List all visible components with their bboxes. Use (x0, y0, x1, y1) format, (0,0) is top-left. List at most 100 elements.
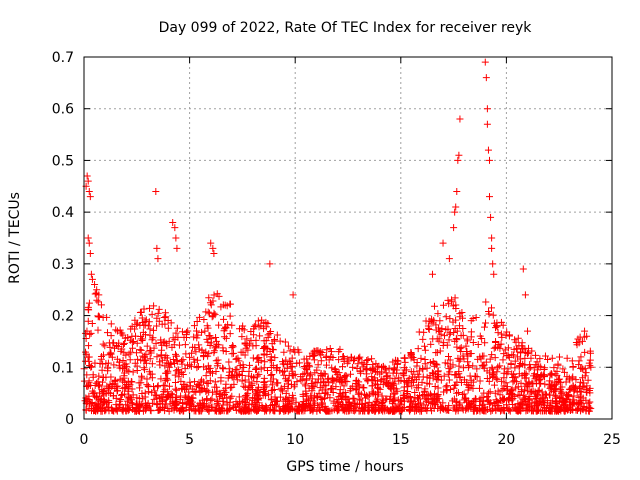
data-point (425, 324, 433, 332)
data-point (320, 370, 328, 378)
data-point (120, 339, 128, 347)
data-point (85, 342, 93, 350)
data-point (262, 318, 270, 326)
data-point (320, 394, 328, 402)
data-point (86, 382, 94, 390)
data-point (307, 401, 315, 409)
data-point (230, 380, 238, 388)
data-point (430, 302, 438, 310)
data-point-outlier (91, 281, 99, 289)
data-point (225, 358, 233, 366)
data-point (133, 362, 141, 370)
data-point (140, 364, 148, 372)
data-point (112, 406, 120, 414)
data-point (252, 401, 260, 409)
data-point (288, 367, 296, 375)
data-point (266, 356, 274, 364)
data-point (324, 391, 332, 399)
data-point (486, 355, 494, 363)
data-point-outlier (581, 327, 589, 335)
data-point (194, 363, 202, 371)
data-point (383, 395, 391, 403)
data-point (368, 355, 376, 363)
data-point (190, 388, 198, 396)
data-point (290, 346, 298, 354)
data-point (425, 399, 433, 407)
data-point (91, 290, 99, 298)
data-point (500, 374, 508, 382)
data-point (138, 337, 146, 345)
data-point (429, 357, 437, 365)
data-point (316, 406, 324, 414)
data-point (520, 391, 528, 399)
data-point (397, 376, 405, 384)
data-point (107, 332, 115, 340)
data-point (416, 407, 424, 415)
data-point (335, 369, 343, 377)
data-point (568, 357, 576, 365)
data-point (255, 370, 263, 378)
data-point (376, 402, 384, 410)
data-point (449, 302, 457, 310)
data-point (187, 362, 195, 370)
data-point (494, 363, 502, 371)
data-point (295, 407, 303, 415)
data-point (500, 395, 508, 403)
data-point (179, 399, 187, 407)
data-point (450, 404, 458, 412)
data-point (261, 358, 269, 366)
data-point (566, 407, 574, 415)
data-point (175, 341, 183, 349)
grid-lines (84, 57, 612, 419)
data-point (423, 364, 431, 372)
data-point (566, 386, 574, 394)
data-point (446, 315, 454, 323)
data-point (577, 353, 585, 361)
data-point (302, 387, 310, 395)
data-point (505, 353, 513, 361)
data-point (411, 394, 419, 402)
data-point (541, 401, 549, 409)
data-point (171, 350, 179, 358)
data-point (280, 371, 288, 379)
data-point (211, 378, 219, 386)
data-point (450, 328, 458, 336)
data-point (473, 365, 481, 373)
data-point (420, 401, 428, 409)
data-point (391, 375, 399, 383)
data-point (541, 380, 549, 388)
data-point (443, 386, 451, 394)
data-point (492, 324, 500, 332)
data-point (550, 364, 558, 372)
data-point (273, 366, 281, 374)
data-point (118, 345, 126, 353)
data-point (525, 395, 533, 403)
data-point (444, 360, 452, 368)
data-point (99, 360, 107, 368)
data-point (119, 407, 127, 415)
data-point (362, 365, 370, 373)
data-point (108, 383, 116, 391)
data-point (352, 386, 360, 394)
data-point (439, 405, 447, 413)
data-point (234, 354, 242, 362)
data-point (119, 356, 127, 364)
data-point (459, 406, 467, 414)
data-point (164, 376, 172, 384)
data-point (452, 406, 460, 414)
data-point (476, 377, 484, 385)
data-point (218, 394, 226, 402)
data-point (120, 374, 128, 382)
data-point (379, 396, 387, 404)
data-point (91, 404, 99, 412)
data-point (396, 400, 404, 408)
data-point (456, 399, 464, 407)
data-point-outlier (455, 151, 463, 159)
data-point (486, 369, 494, 377)
data-point (456, 310, 464, 318)
data-point (393, 366, 401, 374)
y-tick-label: 0.2 (52, 309, 74, 325)
data-point (341, 389, 349, 397)
data-point (381, 364, 389, 372)
data-point (271, 397, 279, 405)
